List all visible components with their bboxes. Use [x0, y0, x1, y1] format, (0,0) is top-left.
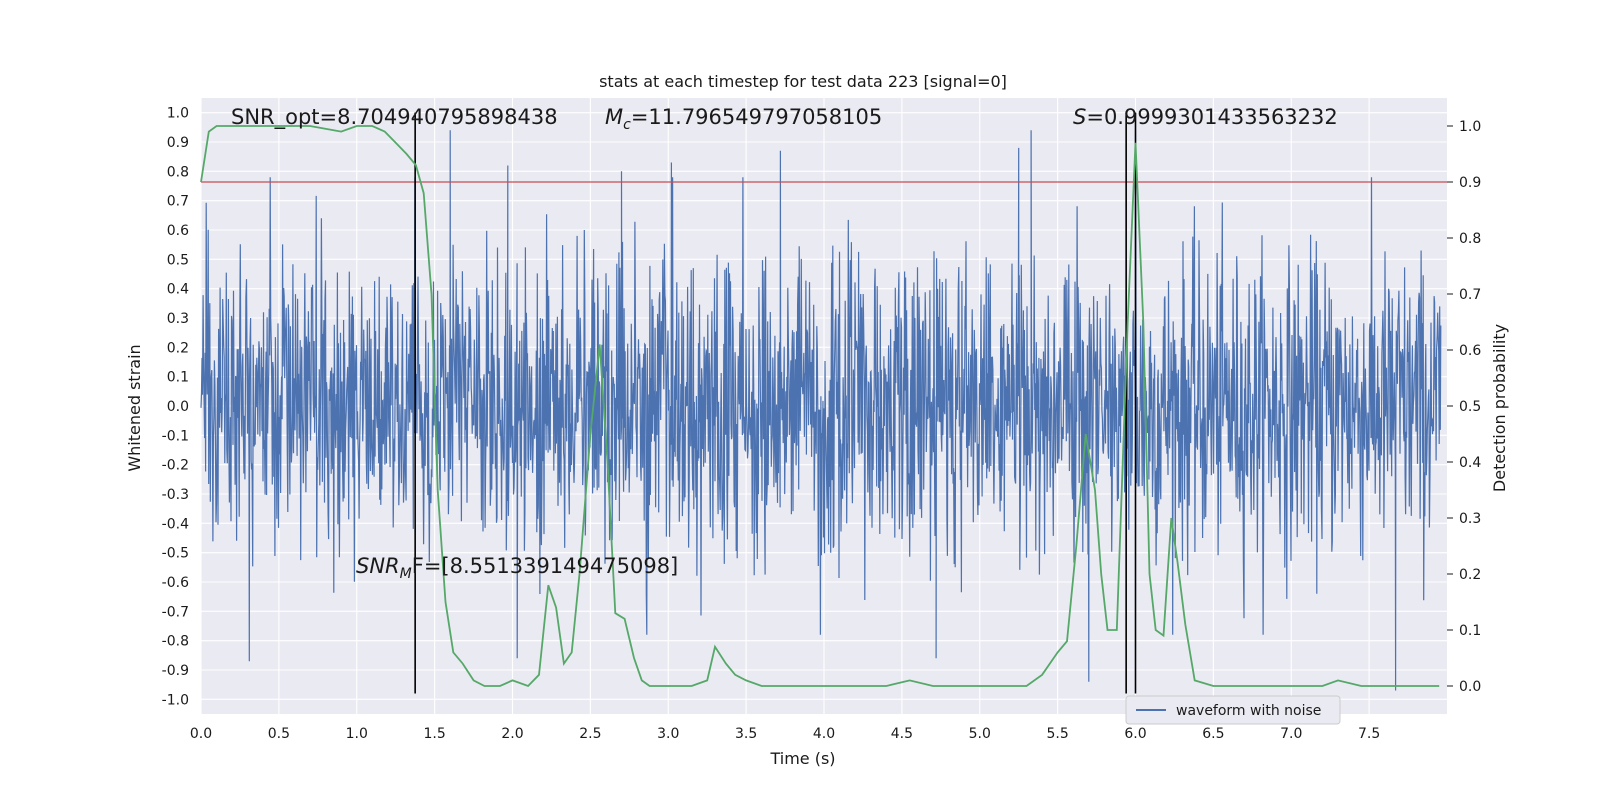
y-right-tick-label: 0.4	[1459, 455, 1481, 471]
y-left-tick-label: 0.4	[167, 282, 189, 298]
waveform-series	[200, 130, 1442, 691]
annotation-snr-mf-subscript: M	[400, 566, 412, 582]
y-left-tick-label: 1.0	[167, 106, 189, 122]
y-right-tick-label: 0.7	[1459, 287, 1481, 303]
y-axis-left-label: Whitened strain	[125, 344, 144, 471]
y-right-tick-label: 0.9	[1459, 175, 1481, 191]
y-left-tick-label: -0.7	[162, 604, 189, 620]
y-left-tick-label: -0.4	[162, 516, 189, 532]
y-left-tick-label: 0.6	[167, 223, 189, 239]
x-tick-label: 7.0	[1280, 726, 1302, 742]
y-right-tick-label: 1.0	[1459, 119, 1481, 135]
x-tick-label: 2.5	[579, 726, 601, 742]
y-right-tick-label: 0.0	[1459, 679, 1481, 695]
y-left-tick-label: -0.5	[162, 546, 189, 562]
y-left-tick-label: -0.9	[162, 663, 189, 679]
y-left-tick-label: -0.1	[162, 428, 189, 444]
y-left-tick-label: -0.6	[162, 575, 189, 591]
y-left-tick-label: 0.0	[167, 399, 189, 415]
y-left-tick-label: 0.2	[167, 340, 189, 356]
y-right-tick-label: 0.1	[1459, 623, 1481, 639]
x-axis-label: Time (s)	[769, 749, 835, 768]
annotation-snr-mf-symbol: SNR	[356, 554, 400, 578]
x-tick-label: 6.5	[1202, 726, 1224, 742]
chart-title: stats at each timestep for test data 223…	[599, 72, 1007, 91]
y-right-tick-label: 0.8	[1459, 231, 1481, 247]
y-left-tick-label: 0.7	[167, 194, 189, 210]
annotation-score-value: =0.9999301433563232	[1086, 105, 1337, 129]
x-tick-label: 6.0	[1124, 726, 1146, 742]
y-left-tick-label: 0.9	[167, 135, 189, 151]
x-tick-label: 1.5	[423, 726, 445, 742]
y-right-tick-label: 0.3	[1459, 511, 1481, 527]
y-right-tick-label: 0.5	[1459, 399, 1481, 415]
x-tick-label: 0.0	[190, 726, 212, 742]
x-tick-label: 3.0	[657, 726, 679, 742]
annotation-chirp-mass-value: =11.796549797058105	[631, 105, 882, 129]
detection-probability-series	[200, 125, 1440, 688]
y-left-tick-label: -0.8	[162, 634, 189, 650]
legend-waveform-label: waveform with noise	[1176, 703, 1321, 719]
y-left-tick-label: -1.0	[162, 692, 189, 708]
annotation-snr-mf-value: F=[8.551339149475098]	[412, 554, 679, 578]
annotation-chirp-mass-symbol: M	[605, 105, 623, 129]
y-axis-right-label: Detection probability	[1490, 324, 1509, 492]
plot-area: 0.0 0.5 1.0 1.5 2.0 2.5 3.0 3.5 4.0 4.5 5.0 5.5 6.0 6…	[162, 98, 1481, 742]
legend-box	[1125, 695, 1341, 725]
y-right-tick-label: 0.2	[1459, 567, 1481, 583]
y-left-tick-label: 0.5	[167, 252, 189, 268]
x-tick-label: 4.0	[813, 726, 835, 742]
y-left-tick-label: -0.2	[162, 458, 189, 474]
x-tick-label: 4.5	[891, 726, 913, 742]
annotation-snr-mf: SNRMF=[8.551339149475098]	[356, 554, 678, 582]
x-tick-label: 2.0	[501, 726, 523, 742]
x-tick-label: 3.5	[735, 726, 757, 742]
y-left-tick-label: 0.8	[167, 164, 189, 180]
annotation-chirp-mass-subscript: c	[623, 117, 631, 133]
x-tick-label: 5.5	[1046, 726, 1068, 742]
legend: waveform with noise	[1125, 695, 1341, 725]
y-right-tick-label: 0.6	[1459, 343, 1481, 359]
annotation-snr-opt: SNR_opt=8.704940795898438	[231, 105, 558, 130]
y-left-tick-label: 0.1	[167, 370, 189, 386]
x-tick-label: 7.5	[1358, 726, 1380, 742]
x-tick-label: 1.0	[346, 726, 368, 742]
x-tick-label: 0.5	[268, 726, 290, 742]
x-tick-label: 5.0	[969, 726, 991, 742]
y-left-tick-label: -0.3	[162, 487, 189, 503]
annotation-score-symbol: S	[1073, 105, 1086, 129]
y-left-tick-label: 0.3	[167, 311, 189, 327]
annotation-score: S=0.9999301433563232	[1073, 105, 1338, 129]
annotation-chirp-mass: Mc=11.796549797058105	[605, 105, 882, 133]
